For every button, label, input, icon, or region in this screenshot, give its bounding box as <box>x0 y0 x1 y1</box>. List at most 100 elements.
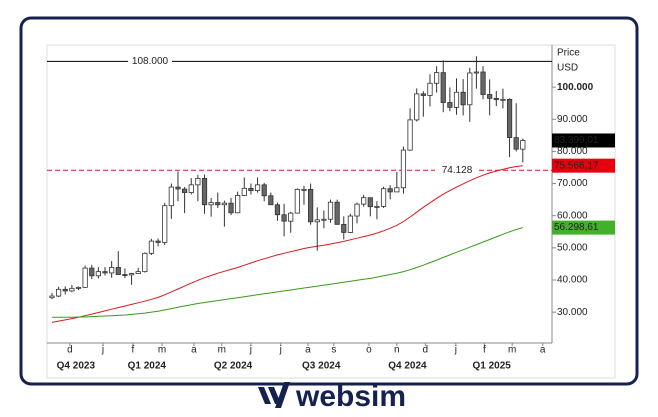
candle-body <box>314 219 320 223</box>
candle-body <box>374 205 380 208</box>
candle-body <box>115 267 121 275</box>
price-label-box <box>552 220 615 235</box>
x-tick-label: j <box>249 345 252 356</box>
x-tick-label: o <box>366 345 372 356</box>
candle-body <box>308 188 314 223</box>
candle-body <box>215 202 221 206</box>
candle-body <box>301 188 307 191</box>
candle-body <box>361 197 367 205</box>
x-tick-label: j <box>279 345 282 356</box>
candle-body <box>447 102 453 108</box>
price-label: 83.399,01 <box>554 135 599 146</box>
candle-body <box>414 93 420 121</box>
candle-body <box>500 98 506 101</box>
candle-body <box>380 188 387 207</box>
candle-body <box>201 178 208 206</box>
candle-body <box>400 149 407 189</box>
candle-body <box>221 202 227 206</box>
x-group-label: Q3 2024 <box>302 361 341 372</box>
y-tick-label: 90.000 <box>557 114 588 125</box>
candle-body <box>208 202 214 206</box>
logo-icon <box>268 387 281 404</box>
candle-body <box>487 94 493 99</box>
candle-body <box>294 188 300 214</box>
candle-body <box>427 82 433 96</box>
x-group-label: Q4 2023 <box>57 361 96 372</box>
candle-body <box>62 288 68 292</box>
candle-body <box>56 288 62 297</box>
candle-body <box>347 215 353 233</box>
x-tick-label: m <box>218 345 226 356</box>
y-tick-label: 60.000 <box>557 210 588 221</box>
candle-body <box>155 240 161 243</box>
candle-body <box>434 72 440 84</box>
candle-body <box>69 287 75 292</box>
moving-average <box>52 227 523 318</box>
candle-body <box>122 274 128 276</box>
chart-border <box>46 44 616 379</box>
x-tick-label: m <box>508 345 516 356</box>
candle-body <box>506 98 513 138</box>
x-tick-label: a <box>305 345 311 356</box>
y-tick-label: 70.000 <box>557 178 588 189</box>
candle-body <box>168 186 174 207</box>
candle-body <box>460 91 466 106</box>
candle-body <box>241 187 247 196</box>
y-tick-label: 30.000 <box>557 307 588 318</box>
candle-body <box>82 267 88 288</box>
candle-body <box>274 204 281 216</box>
candle-body <box>420 93 426 96</box>
x-tick-label: j <box>454 345 457 356</box>
candle-body <box>513 137 519 150</box>
candle-body <box>135 271 141 274</box>
candle-body <box>95 271 101 277</box>
candle-body <box>354 203 360 217</box>
candle-body <box>407 119 413 151</box>
candle-body <box>228 202 234 214</box>
x-tick-label: s <box>331 345 336 356</box>
candle-body <box>440 72 446 103</box>
reference-label: 108.000 <box>132 56 169 67</box>
candle-body <box>394 187 400 193</box>
x-group-label: Q1 2025 <box>472 361 511 372</box>
candle-body <box>467 72 473 106</box>
x-tick-label: d <box>67 345 73 356</box>
candle-body <box>49 295 55 299</box>
candle-body <box>162 205 168 243</box>
candle-body <box>473 71 479 74</box>
reference-label-bg <box>435 164 479 177</box>
reference-label: 74.128 <box>442 165 473 176</box>
candle-body <box>142 252 148 273</box>
x-tick-label: f <box>483 345 486 356</box>
candle-body <box>188 184 194 193</box>
candle-body <box>288 212 294 222</box>
x-tick-label: m <box>158 345 166 356</box>
axis-title: Price <box>557 48 580 59</box>
x-tick-label: d <box>423 345 429 356</box>
candle-body <box>175 186 181 190</box>
price-label-box <box>552 158 615 173</box>
candle-body <box>321 218 327 221</box>
candle-body <box>235 195 241 214</box>
candle-body <box>102 271 108 274</box>
candle-body <box>89 267 95 277</box>
candle-body <box>254 184 261 192</box>
y-tick-label: 80.000 <box>557 146 588 157</box>
candle-body <box>341 223 347 233</box>
x-group-label: Q4 2024 <box>388 361 427 372</box>
y-tick-label: 40.000 <box>557 275 588 286</box>
x-tick-label: n <box>394 345 400 356</box>
moving-average <box>51 165 523 323</box>
frame <box>19 16 639 386</box>
logo-icon <box>258 387 271 404</box>
candle-body <box>148 240 155 254</box>
logo-icon <box>275 382 290 408</box>
x-tick-label: a <box>540 345 546 356</box>
candle-body <box>334 201 340 225</box>
candle-body <box>327 201 334 220</box>
reference-label-bg <box>128 55 172 68</box>
x-group-label: Q2 2024 <box>214 361 253 372</box>
candle-body <box>261 184 267 197</box>
candle-body <box>453 91 460 108</box>
